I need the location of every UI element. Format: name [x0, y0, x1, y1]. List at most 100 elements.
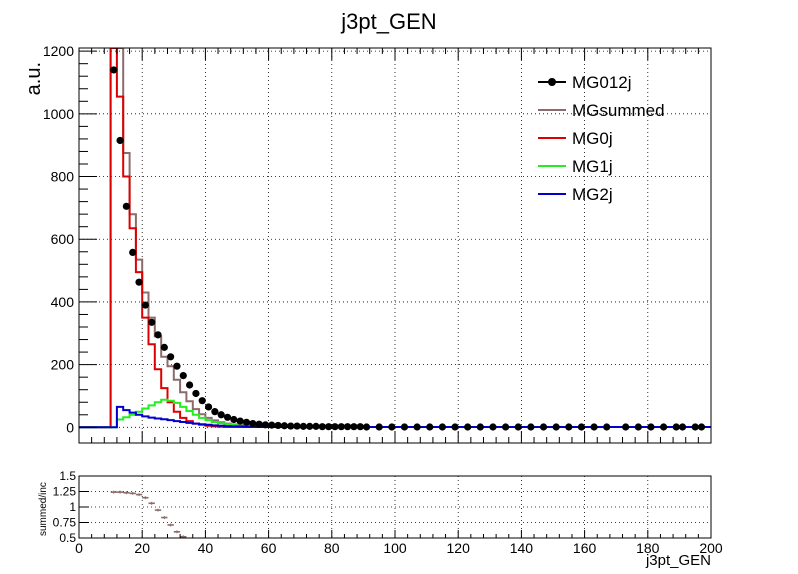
data-point: [122, 202, 130, 210]
data-point: [211, 408, 219, 416]
data-point: [603, 423, 611, 431]
data-point: [344, 423, 352, 431]
data-point: [280, 422, 288, 430]
x-tick-label: 40: [198, 540, 214, 556]
legend-label: MG1j: [572, 157, 613, 176]
data-point: [577, 423, 586, 431]
data-point: [678, 423, 687, 431]
data-point: [400, 423, 409, 431]
data-point: [173, 362, 181, 370]
ratio-y-tick-label: 0.75: [53, 516, 77, 530]
data-point: [350, 423, 358, 431]
data-point: [464, 423, 472, 431]
data-point: [154, 331, 162, 339]
ratio-y-axis-label: summed/inc: [38, 482, 49, 536]
x-axis-label: j3pt_GEN: [645, 552, 711, 569]
data-point: [552, 423, 560, 431]
data-point: [356, 423, 364, 431]
x-tick-label: 80: [324, 540, 340, 556]
data-point: [388, 423, 396, 431]
data-point: [489, 423, 497, 431]
y-tick-label: 0: [66, 419, 74, 435]
data-point: [451, 423, 459, 431]
legend-entry-MGsummed: MGsummed: [538, 101, 665, 120]
data-point: [634, 423, 642, 431]
data-point: [249, 419, 257, 428]
data-point: [198, 397, 206, 405]
data-point: [312, 422, 320, 430]
data-point: [622, 423, 630, 431]
data-point: [502, 423, 510, 431]
legend-marker: [548, 78, 556, 86]
y-axis-label: a.u.: [23, 62, 45, 95]
data-point: [375, 423, 383, 431]
x-tick-label: 180: [636, 540, 660, 556]
data-point: [261, 421, 270, 429]
ratio-y-tick-label: 0.5: [59, 531, 76, 545]
x-tick-label: 120: [447, 540, 471, 556]
y-tick-label: 800: [51, 169, 75, 185]
data-point: [697, 423, 706, 431]
data-point: [590, 423, 598, 431]
data-point: [476, 423, 484, 431]
ratio-panel: 0 20 40 60 80 100 120 140 160 180 200 0.50.75 11.25 1…: [38, 469, 723, 569]
data-point: [160, 343, 168, 351]
data-point: [691, 423, 699, 431]
data-point: [186, 381, 194, 389]
ratio-y-tick-label: 1: [69, 500, 76, 514]
legend-label: MG012j: [572, 73, 632, 92]
data-point: [116, 136, 124, 145]
data-point: [110, 66, 118, 74]
x-tick-label: 100: [383, 540, 407, 556]
data-point: [539, 423, 548, 431]
data-point: [217, 411, 225, 419]
data-point: [129, 248, 137, 256]
data-point: [274, 421, 282, 430]
x-tick-label: 140: [510, 540, 534, 556]
data-point: [527, 423, 535, 431]
data-point: [223, 413, 232, 421]
data-point: [565, 423, 573, 431]
y-tick-label: 1200: [43, 43, 74, 59]
x-tick-label: 60: [261, 540, 277, 556]
legend-entry-MG012j: MG012j: [538, 73, 632, 92]
data-point: [230, 415, 238, 424]
data-point: [204, 403, 213, 411]
data-point: [268, 421, 276, 429]
legend-label: MG2j: [572, 185, 613, 204]
data-point: [514, 423, 522, 431]
data-point: [299, 422, 307, 430]
y-tick-label: 1000: [43, 106, 74, 122]
data-point: [331, 423, 339, 431]
ratio-y-tick-label: 1.5: [59, 469, 76, 483]
data-point: [438, 423, 446, 431]
legend-entry-MG0j: MG0j: [538, 129, 613, 148]
data-point: [325, 423, 333, 431]
data-point: [672, 423, 680, 431]
x-tick-label: 20: [134, 540, 150, 556]
ratio-y-tick-label: 1.25: [53, 485, 77, 499]
legend-label: MGsummed: [572, 101, 665, 120]
data-point: [318, 423, 326, 431]
data-point: [179, 371, 187, 380]
data-point: [287, 422, 295, 430]
y-tick-label: 200: [51, 357, 75, 373]
data-point: [413, 423, 421, 431]
y-tick-label: 400: [51, 294, 75, 310]
data-point: [660, 423, 668, 431]
data-point: [255, 420, 263, 428]
x-tick-label: 0: [75, 540, 83, 556]
data-point: [167, 353, 175, 361]
top-panel: 0 200 400 600 800 1000 1200 a.u. MG012j MGsummed M…: [23, 43, 712, 444]
x-tick-label: 200: [699, 540, 723, 556]
data-point: [293, 422, 301, 430]
data-point: [148, 318, 156, 326]
data-point: [337, 423, 345, 431]
x-tick-label: 160: [573, 540, 597, 556]
data-point: [306, 422, 314, 430]
series-line-MG2j: [79, 405, 711, 429]
chart-title: j3pt_GEN: [340, 9, 436, 34]
data-point: [135, 278, 143, 286]
